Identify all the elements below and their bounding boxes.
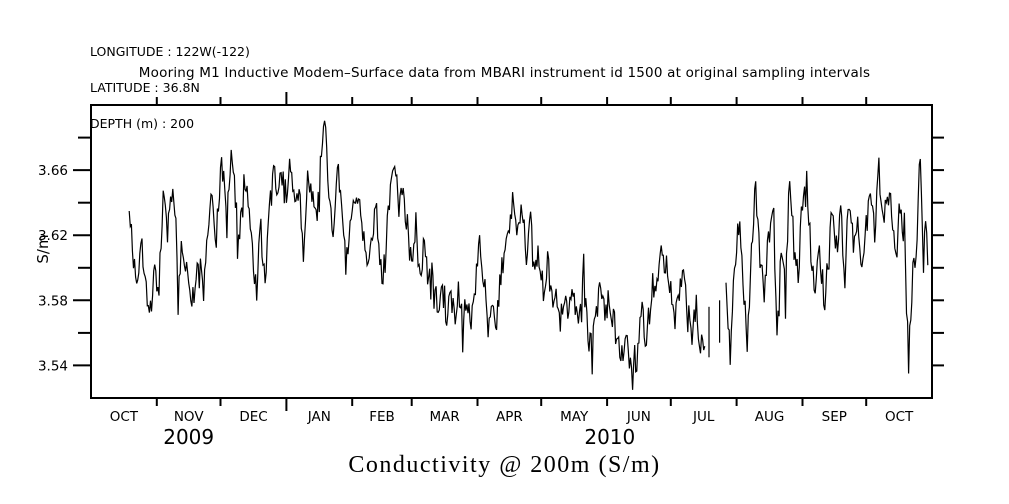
y-tick-label: 3.62 — [38, 228, 68, 244]
data-line — [725, 157, 929, 374]
y-tick-label: 3.66 — [38, 163, 68, 179]
year-label: 2009 — [163, 425, 214, 449]
y-tick-label: 3.58 — [38, 293, 68, 309]
x-month-label: JUN — [626, 409, 651, 425]
x-month-label: JAN — [307, 409, 331, 425]
bottom-title: Conductivity @ 200m (S/m) — [348, 452, 661, 478]
year-label: 2010 — [584, 425, 635, 449]
x-month-label: JUL — [692, 409, 715, 425]
x-month-label: OCT — [885, 409, 914, 425]
x-month-label: NOV — [174, 409, 204, 425]
x-month-label: APR — [496, 409, 523, 425]
x-month-label: MAY — [560, 409, 589, 425]
x-month-label: AUG — [755, 409, 785, 425]
x-month-label: DEC — [239, 409, 267, 425]
header-longitude: LONGITUDE : 122W(-122) — [90, 44, 250, 59]
plot-frame — [90, 104, 933, 399]
plot-title: Mooring M1 Inductive Modem–Surface data … — [138, 65, 871, 81]
header-depth: DEPTH (m) : 200 — [90, 116, 195, 131]
x-month-label: MAR — [429, 409, 459, 425]
y-tick-label: 3.54 — [38, 358, 68, 374]
x-month-label: FEB — [369, 409, 395, 425]
x-month-label: OCT — [110, 409, 139, 425]
header-block: LONGITUDE : 122W(-122) LATITUDE : 36.8N … — [90, 22, 250, 154]
y-axis-unit-label: S/m — [34, 234, 52, 264]
data-line — [128, 120, 706, 390]
header-latitude: LATITUDE : 36.8N — [90, 80, 200, 95]
x-month-label: SEP — [822, 409, 847, 425]
